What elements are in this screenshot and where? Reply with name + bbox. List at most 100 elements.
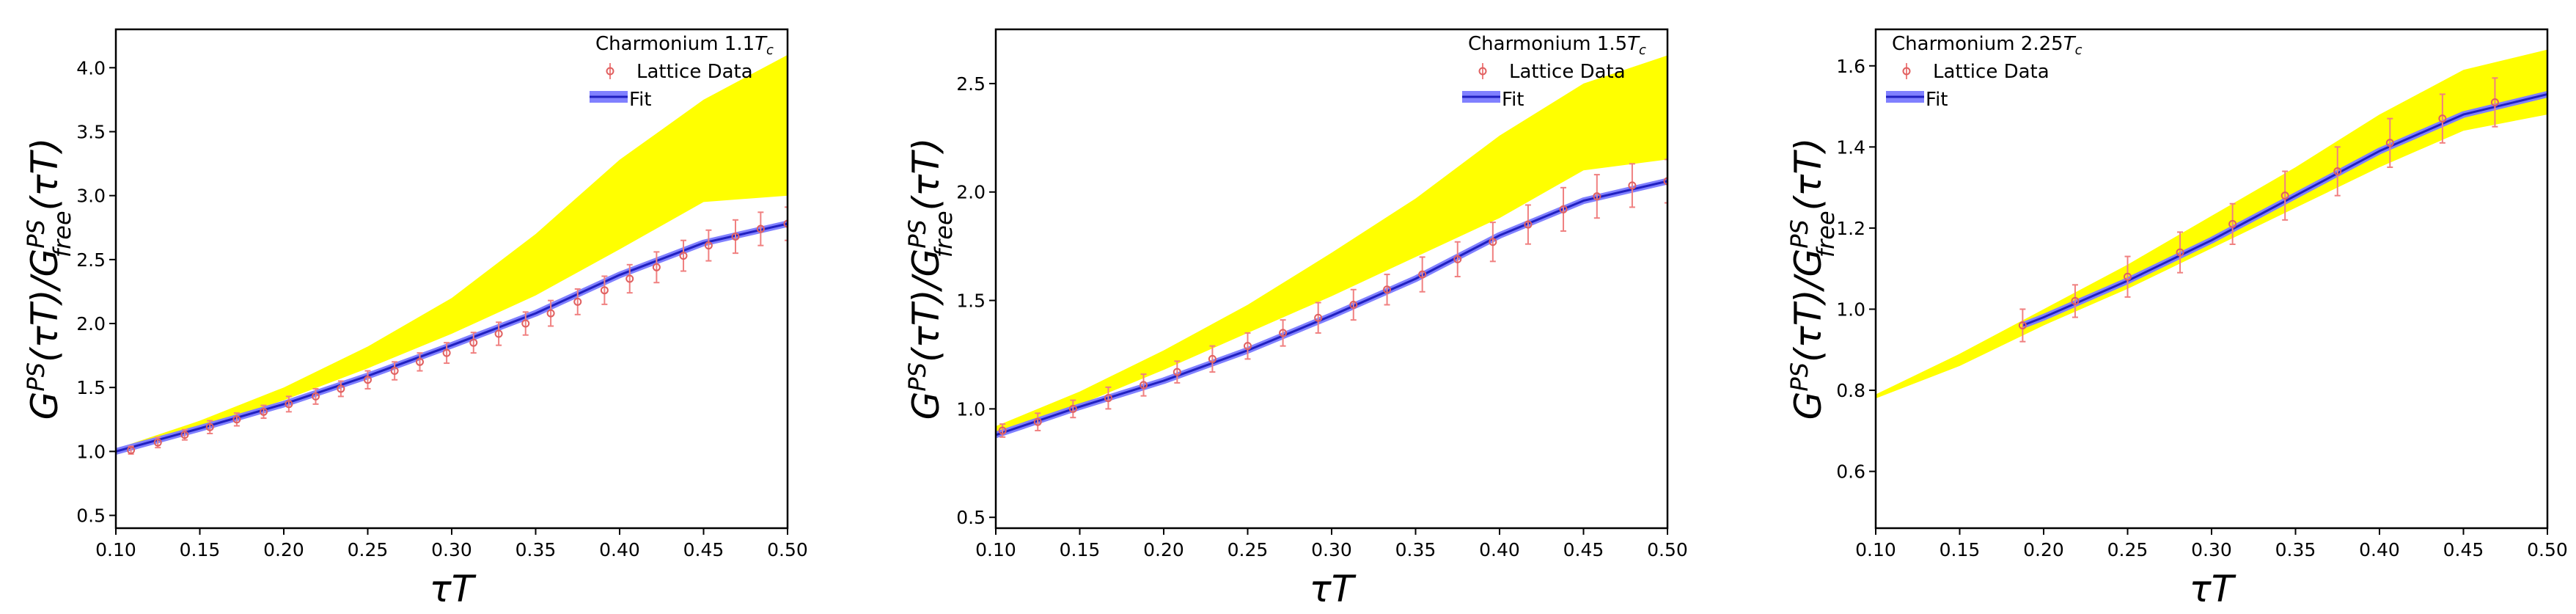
y-axis-label-part: (τT)/G	[23, 249, 66, 362]
data-marker	[573, 297, 582, 306]
legend-data-marker	[606, 67, 614, 76]
data-point	[153, 436, 162, 449]
data-marker	[2385, 139, 2394, 147]
y-tick-label: 2.5	[956, 73, 986, 95]
legend-title-T: T	[755, 33, 768, 55]
x-axis-label: τT	[2190, 568, 2236, 610]
data-point	[600, 275, 609, 305]
x-tick-label: 0.40	[599, 539, 640, 560]
legend-fit-label: Fit	[1926, 89, 1948, 111]
data-marker	[442, 348, 451, 357]
legend-title: Charmonium 1.1Tc	[595, 33, 774, 58]
data-marker	[546, 309, 555, 318]
data-marker	[600, 286, 609, 295]
data-marker	[312, 392, 320, 401]
data-marker	[1279, 329, 1288, 337]
data-point	[756, 211, 765, 246]
data-marker	[1383, 285, 1392, 294]
data-point	[2280, 170, 2289, 221]
x-tick-label: 0.25	[348, 539, 389, 560]
legend-data-marker	[1478, 67, 1487, 76]
data-point	[2333, 146, 2342, 197]
data-point	[364, 370, 372, 390]
y-tick-label: 1.5	[956, 290, 986, 312]
y-tick-label: 0.5	[956, 507, 986, 528]
data-marker	[260, 407, 268, 416]
data-marker	[1489, 238, 1497, 246]
data-point	[1349, 288, 1358, 321]
x-tick-label: 0.25	[2107, 539, 2148, 560]
legend-fit-label: Fit	[629, 89, 651, 111]
data-point	[1244, 332, 1252, 360]
data-point	[1104, 386, 1112, 410]
data-marker	[1104, 394, 1112, 403]
legend-data-marker	[1902, 67, 1911, 76]
data-point	[546, 299, 555, 327]
confidence-band	[1876, 49, 2547, 399]
y-tick-label: 1.2	[1836, 218, 1865, 239]
y-axis-label-part: (τT)/G	[1787, 249, 1830, 362]
y-axis-label-part: G	[905, 392, 947, 420]
data-point	[415, 352, 424, 372]
data-marker	[625, 274, 634, 283]
y-axis-label-part: PS	[903, 362, 931, 392]
y-axis-label-part: PS	[903, 219, 931, 249]
x-tick-label: 0.40	[1479, 539, 1520, 560]
data-marker	[127, 446, 136, 455]
legend-title-sub: c	[2075, 43, 2083, 58]
y-tick-label: 0.6	[1836, 461, 1865, 483]
data-point	[2228, 202, 2237, 246]
data-marker	[783, 219, 788, 228]
data-marker	[1524, 220, 1533, 229]
data-point	[1314, 301, 1323, 334]
x-tick-label: 0.20	[2023, 539, 2064, 560]
legend-title: Charmonium 1.5Tc	[1468, 33, 1646, 58]
y-tick-label: 2.5	[76, 249, 106, 271]
data-marker	[652, 263, 661, 271]
data-marker	[1628, 181, 1637, 190]
data-point	[2490, 77, 2499, 128]
data-point	[337, 380, 345, 398]
legend-data-label: Lattice Data	[1933, 61, 2050, 83]
legend-fit-label: Fit	[1502, 89, 1524, 111]
data-point	[1489, 222, 1497, 263]
data-marker	[180, 431, 189, 439]
data-marker	[1593, 192, 1601, 201]
data-marker	[364, 376, 372, 384]
data-point	[1279, 319, 1288, 347]
data-marker	[1244, 342, 1252, 351]
data-marker	[1173, 368, 1181, 376]
x-tick-label: 0.35	[1395, 539, 1436, 560]
legend-data-label: Lattice Data	[636, 61, 753, 83]
data-point	[521, 311, 530, 336]
data-point	[1453, 241, 1462, 278]
data-marker	[704, 241, 713, 250]
data-point	[1418, 256, 1427, 293]
y-axis-label: GPS(τT)/GPSfree(τT)	[903, 138, 958, 420]
plot-area	[996, 55, 1667, 439]
x-tick-label: 0.45	[1563, 539, 1604, 560]
data-marker	[205, 423, 214, 431]
data-point	[1068, 399, 1077, 419]
data-marker	[998, 426, 1007, 435]
data-point	[1383, 274, 1392, 306]
confidence-band	[116, 54, 788, 452]
y-axis-label-part: PS	[22, 362, 50, 392]
fit-line	[2022, 93, 2547, 326]
data-point	[2071, 284, 2080, 318]
data-point	[260, 404, 268, 420]
legend-title: Charmonium 2.25Tc	[1892, 33, 2083, 58]
x-axis-label: τT	[430, 568, 477, 610]
data-point	[1524, 204, 1533, 245]
y-tick-label: 1.0	[956, 398, 986, 420]
x-tick-label: 0.40	[2359, 539, 2400, 560]
x-tick-label: 0.35	[2275, 539, 2316, 560]
data-point	[1173, 360, 1181, 384]
y-axis-label-part: G	[1787, 392, 1830, 420]
x-tick-label: 0.30	[2191, 539, 2232, 560]
y-tick-label: 2.0	[956, 182, 986, 203]
y-tick-label: 2.0	[76, 313, 106, 335]
data-point	[679, 239, 688, 272]
data-point	[1559, 186, 1568, 232]
